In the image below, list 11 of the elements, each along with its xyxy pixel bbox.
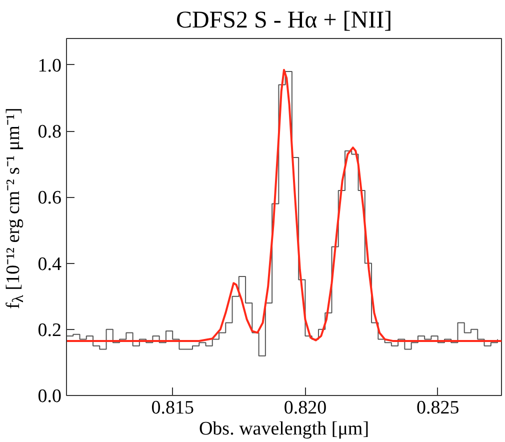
y-tick-label: 0.6 [38,188,62,209]
x-tick-label: 0.815 [151,398,194,418]
y-tick-label: 0.4 [38,254,62,275]
x-tick-label: 0.825 [416,398,460,418]
x-axis-title: Obs. wavelength [μm] [198,418,370,440]
y-tick-label: 0.0 [38,386,62,407]
y-tick-label: 0.8 [38,122,62,143]
y-tick-label: 1.0 [38,55,62,76]
x-tick-label: 0.820 [284,398,327,418]
y-tick-label: 0.2 [38,320,62,341]
chart-title: CDFS2 S - Hα + [NII] [176,8,392,34]
